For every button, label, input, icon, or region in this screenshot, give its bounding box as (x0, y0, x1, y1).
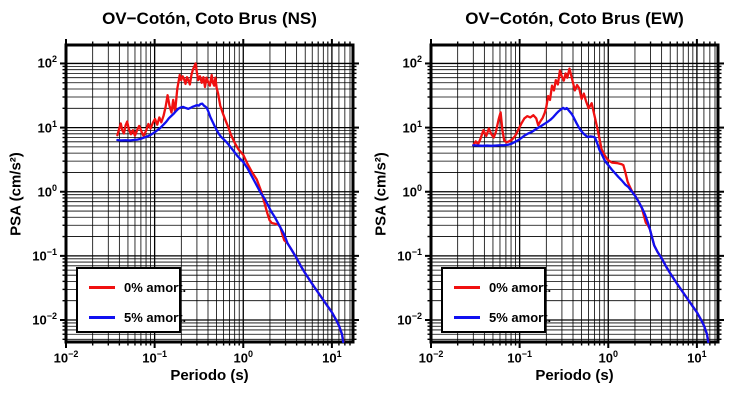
plot-title-ew: OV−Cotón, Coto Brus (EW) (465, 9, 684, 28)
y-tick-label: 101 (37, 118, 57, 135)
legend-entry-0pct: 0% amort. (78, 280, 186, 296)
y-tick-label: 102 (37, 54, 57, 71)
x-tick-label: 10−1 (507, 349, 532, 366)
legend-box: 0% amort. 5% amort. (441, 267, 551, 333)
y-tick-label: 100 (402, 182, 422, 200)
legend-swatch-red-line (89, 286, 115, 289)
x-axis-label: Periodo (s) (535, 367, 614, 384)
plot-frame (429, 43, 720, 344)
legend-label: 5% amort. (124, 310, 187, 325)
legend-entry-5pct: 5% amort. (443, 310, 551, 326)
legend-label: 0% amort. (489, 280, 552, 295)
y-tick-label: 10−2 (32, 311, 57, 328)
plot-title-ns: OV−Cotón, Coto Brus (NS) (102, 9, 317, 28)
y-tick-label: 101 (402, 118, 422, 135)
series-line-5pct (472, 106, 710, 343)
y-tick-label: 10−1 (32, 246, 57, 264)
x-tick-label: 10−2 (53, 349, 79, 366)
series-line-0pct (116, 62, 345, 343)
legend-entry-5pct: 5% amort. (78, 310, 186, 326)
x-tick-label: 100 (233, 349, 253, 366)
legend-label: 5% amort. (489, 310, 552, 325)
x-tick-label: 100 (598, 349, 618, 366)
legend-swatch-blue-line (454, 316, 480, 319)
series-line-5pct (116, 102, 345, 343)
legend-label: 0% amort. (124, 280, 187, 295)
plot-ns-canvas (60, 39, 359, 348)
x-tick-label: 101 (687, 349, 707, 366)
plot-frame (64, 43, 355, 344)
x-axis-label: Periodo (s) (170, 367, 249, 384)
y-tick-label: 100 (37, 182, 57, 200)
x-tick-label: 10−1 (142, 349, 167, 366)
legend-swatch-blue-line (89, 316, 115, 319)
plot-ew: OV−Cotón, Coto Brus (EW) PSA (cm/s²) Per… (365, 0, 730, 400)
legend-entry-0pct: 0% amort. (443, 280, 551, 296)
x-tick-label: 101 (322, 349, 342, 366)
y-tick-label: 10−1 (397, 246, 422, 264)
plot-ew-canvas (425, 39, 724, 348)
y-tick-label: 102 (402, 54, 422, 71)
legend-box: 0% amort. 5% amort. (76, 267, 186, 333)
x-tick-label: 10−2 (418, 349, 444, 366)
legend-swatch-red-line (454, 286, 480, 289)
plot-ns: OV−Cotón, Coto Brus (NS) PSA (cm/s²) Per… (8, 9, 359, 384)
y-tick-label: 10−2 (397, 311, 422, 328)
